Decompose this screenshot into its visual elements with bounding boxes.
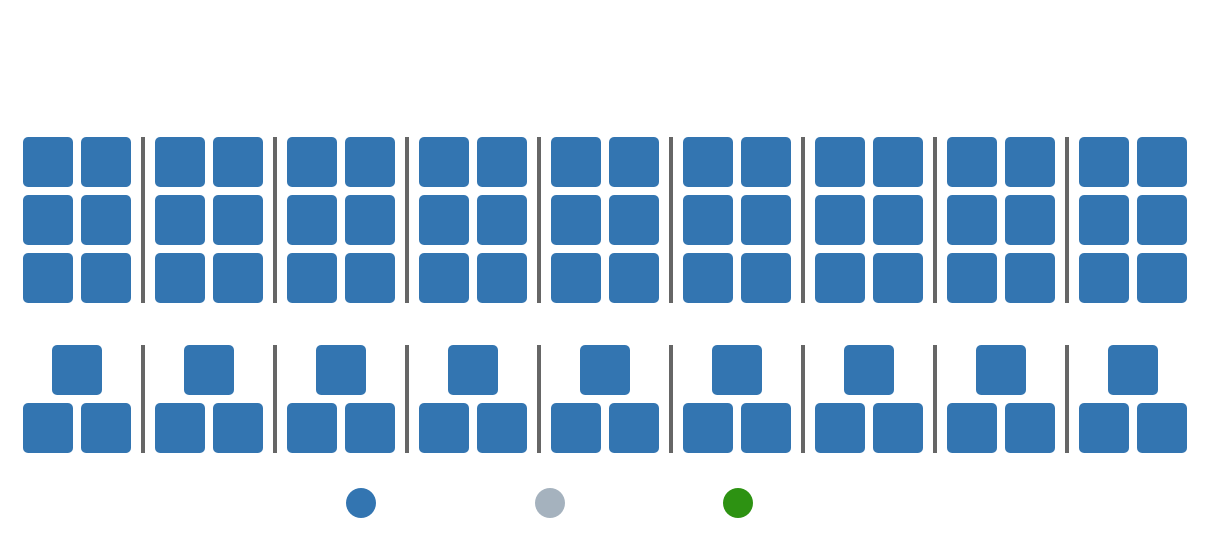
- waffle-cell: [976, 345, 1026, 395]
- waffle-cell: [1079, 403, 1129, 453]
- waffle-cell: [184, 345, 234, 395]
- waffle-cell: [815, 403, 865, 453]
- waffle-cell: [873, 253, 923, 303]
- waffle-cell: [213, 195, 263, 245]
- waffle-cell: [155, 137, 205, 187]
- waffle-cell: [213, 253, 263, 303]
- waffle-cell: [477, 195, 527, 245]
- waffle-cell: [52, 345, 102, 395]
- waffle-cell: [815, 253, 865, 303]
- waffle-cell: [345, 253, 395, 303]
- waffle-cell: [477, 137, 527, 187]
- waffle-cell: [1137, 195, 1187, 245]
- waffle-cell: [551, 137, 601, 187]
- waffle-cell: [844, 345, 894, 395]
- waffle-cell: [23, 137, 73, 187]
- waffle-cell: [287, 195, 337, 245]
- waffle-cell: [609, 195, 659, 245]
- waffle-cell: [683, 195, 733, 245]
- waffle-cell: [81, 253, 131, 303]
- waffle-cell: [712, 345, 762, 395]
- waffle-cell: [815, 195, 865, 245]
- waffle-cell: [683, 253, 733, 303]
- waffle-cell: [419, 195, 469, 245]
- waffle-cell: [155, 403, 205, 453]
- waffle-cell: [1005, 137, 1055, 187]
- waffle-cell: [947, 137, 997, 187]
- waffle-cell: [741, 137, 791, 187]
- waffle-cell: [947, 195, 997, 245]
- waffle-cell: [287, 403, 337, 453]
- waffle-cell: [345, 403, 395, 453]
- waffle-cell: [1137, 137, 1187, 187]
- waffle-cell: [1137, 403, 1187, 453]
- waffle-cell: [81, 195, 131, 245]
- legend-marker: [346, 488, 376, 518]
- waffle-cell: [1005, 253, 1055, 303]
- waffle-cell: [419, 253, 469, 303]
- waffle-cell: [1079, 253, 1129, 303]
- waffle-cell: [947, 403, 997, 453]
- waffle-cell: [287, 253, 337, 303]
- waffle-cell: [873, 403, 923, 453]
- waffle-cell: [580, 345, 630, 395]
- waffle-cell: [551, 403, 601, 453]
- waffle-cell: [287, 137, 337, 187]
- waffle-cell: [316, 345, 366, 395]
- waffle-cell: [448, 345, 498, 395]
- waffle-cell: [1079, 195, 1129, 245]
- legend-marker: [535, 488, 565, 518]
- waffle-cell: [1108, 345, 1158, 395]
- waffle-cell: [873, 195, 923, 245]
- waffle-cell: [551, 253, 601, 303]
- legend-marker: [723, 488, 753, 518]
- waffle-cell: [683, 137, 733, 187]
- waffle-cell: [345, 195, 395, 245]
- waffle-cell: [213, 137, 263, 187]
- waffle-cell: [947, 253, 997, 303]
- waffle-cell: [419, 137, 469, 187]
- waffle-cell: [683, 403, 733, 453]
- waffle-cell: [741, 253, 791, 303]
- waffle-cell: [81, 403, 131, 453]
- waffle-cell: [741, 195, 791, 245]
- waffle-cell: [345, 137, 395, 187]
- waffle-cell: [213, 403, 263, 453]
- waffle-cell: [609, 137, 659, 187]
- waffle-cell: [155, 195, 205, 245]
- waffle-cell: [609, 403, 659, 453]
- waffle-cell: [477, 253, 527, 303]
- waffle-cell: [23, 403, 73, 453]
- waffle-cell: [23, 195, 73, 245]
- waffle-cell: [1079, 137, 1129, 187]
- waffle-cell: [1005, 195, 1055, 245]
- waffle-cell: [873, 137, 923, 187]
- waffle-cell: [1137, 253, 1187, 303]
- waffle-cell: [477, 403, 527, 453]
- waffle-cell: [815, 137, 865, 187]
- waffle-cell: [23, 253, 73, 303]
- waffle-cell: [155, 253, 205, 303]
- waffle-cell: [741, 403, 791, 453]
- waffle-cell: [1005, 403, 1055, 453]
- waffle-cell: [609, 253, 659, 303]
- waffle-cell: [551, 195, 601, 245]
- waffle-cell: [81, 137, 131, 187]
- waffle-cell: [419, 403, 469, 453]
